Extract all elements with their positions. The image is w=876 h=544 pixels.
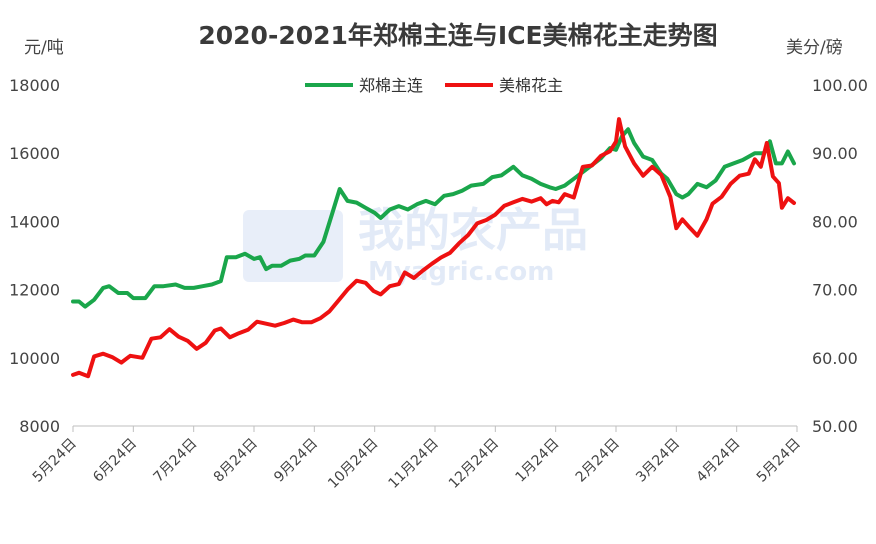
- series-layer: [71, 117, 796, 379]
- x-tick-label: 10月24日: [325, 436, 381, 492]
- x-ticks: 5月24日 6月24日 7月24日 8月24日 9月24日 10月24日 11月24日 12月…: [30, 426, 804, 492]
- left-y-ticks: 8000 10000 12000 14000 16000 18000: [9, 76, 60, 436]
- x-tick-label: 11月24日: [386, 436, 442, 492]
- left-y-tick-label: 14000: [9, 212, 60, 231]
- legend: 郑棉主连 美棉花主: [305, 76, 563, 95]
- x-tick-label: 4月24日: [693, 436, 743, 486]
- series-line-zhengmian: [71, 127, 796, 309]
- legend-label-ice: 美棉花主: [499, 76, 563, 95]
- left-y-tick-label: 12000: [9, 281, 60, 300]
- x-tick-label: 6月24日: [90, 436, 140, 486]
- right-y-tick-label: 50.00: [812, 417, 858, 436]
- x-tick-label: 9月24日: [271, 436, 321, 486]
- right-y-tick-label: 60.00: [812, 349, 858, 368]
- left-y-tick-label: 16000: [9, 144, 60, 163]
- x-tick-label: 1月24日: [512, 436, 562, 486]
- right-y-tick-label: 80.00: [812, 212, 858, 231]
- x-tick-label: 8月24日: [211, 436, 261, 486]
- watermark-en-text: Myagric.com: [368, 257, 554, 287]
- right-y-tick-label: 100.00: [812, 76, 868, 95]
- x-tick-label: 2月24日: [573, 436, 623, 486]
- x-tick-label: 12月24日: [446, 436, 502, 492]
- chart-title: 2020-2021年郑棉主连与ICE美棉花主走势图: [198, 21, 717, 50]
- watermark-logo-m: [243, 210, 343, 282]
- left-y-tick-label: 8000: [19, 417, 60, 436]
- left-y-tick-label: 18000: [9, 76, 60, 95]
- legend-label-zhengmian: 郑棉主连: [359, 76, 423, 95]
- right-y-ticks: 50.00 60.00 70.00 80.00 90.00 100.00: [812, 76, 868, 436]
- series-line-ice: [71, 117, 796, 379]
- left-y-tick-label: 10000: [9, 349, 60, 368]
- right-y-tick-label: 90.00: [812, 144, 858, 163]
- x-tick-label: 7月24日: [150, 436, 200, 486]
- x-tick-label: 3月24日: [633, 436, 683, 486]
- x-tick-label: 5月24日: [754, 436, 804, 486]
- right-axis-unit: 美分/磅: [786, 38, 843, 58]
- right-y-tick-label: 70.00: [812, 281, 858, 300]
- left-axis-unit: 元/吨: [24, 38, 64, 58]
- x-tick-label: 5月24日: [30, 436, 80, 486]
